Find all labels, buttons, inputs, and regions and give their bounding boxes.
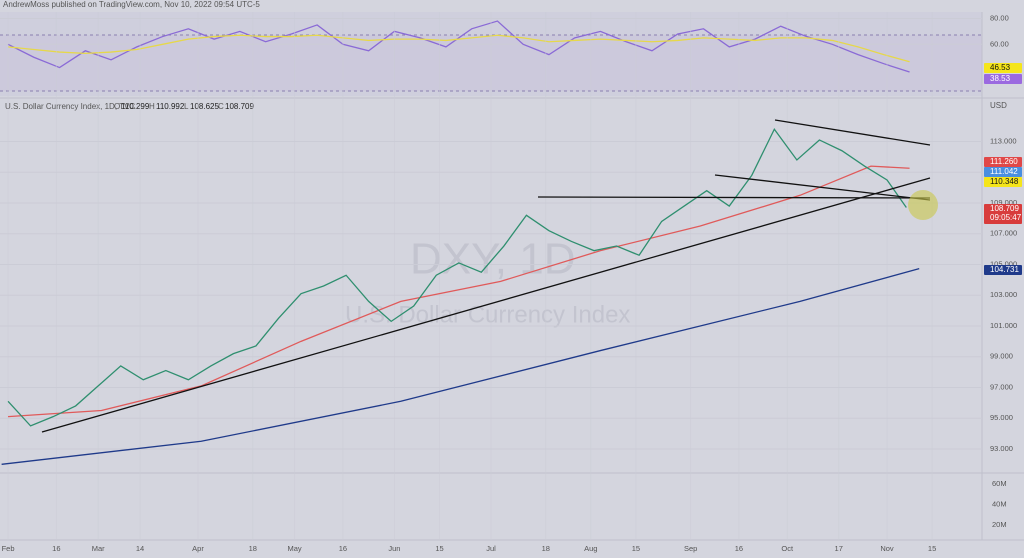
x-tick-label: 18 xyxy=(542,544,550,553)
price-label xyxy=(984,157,1022,167)
series-line xyxy=(7,127,907,427)
x-tick-label: Sep xyxy=(684,544,697,553)
x-tick-label: 16 xyxy=(52,544,60,553)
y-tick-label: 97.000 xyxy=(990,382,1013,391)
watermark-name: U.S. Dollar Currency Index xyxy=(345,301,630,328)
price-label-text: 111.042 xyxy=(990,167,1018,176)
price-label xyxy=(984,265,1022,275)
y-tick-label: 113.000 xyxy=(990,136,1017,145)
series-line xyxy=(7,34,910,63)
currency: USD xyxy=(990,101,1007,110)
x-tick-label: Aug xyxy=(584,544,597,553)
plot: 80.0060.00113.000111.000109.000107.00010… xyxy=(0,12,1017,553)
trendline xyxy=(714,174,931,201)
rsi-label-text: 46.53 xyxy=(990,63,1011,72)
ohlc-label: L xyxy=(184,102,189,111)
price-label xyxy=(984,204,1022,224)
x-tick-label: 17 xyxy=(835,544,843,553)
x-tick-label: Jul xyxy=(486,544,496,553)
y-tick-label: 99.000 xyxy=(990,352,1013,361)
y-tick-label: 93.000 xyxy=(990,444,1013,453)
x-tick-label: 14 xyxy=(136,544,144,553)
volume-tick-label: 20M xyxy=(992,520,1007,529)
rsi-label xyxy=(984,63,1022,73)
publish-info: AndrewMoss published on TradingView.com,… xyxy=(3,0,260,9)
x-tick-label: Mar xyxy=(92,544,105,553)
price-label-text: 110.348 xyxy=(990,177,1019,186)
series-line xyxy=(1,267,920,465)
ohlc-label: C xyxy=(218,102,224,111)
series-line xyxy=(8,165,910,418)
ohlc-value: 110.299 xyxy=(121,102,150,111)
rsi-label-text: 38.53 xyxy=(990,74,1011,83)
x-tick-label: 16 xyxy=(735,544,743,553)
x-tick-label: Oct xyxy=(781,544,794,553)
symbol: U.S. Dollar Currency Index, 1D, TVC xyxy=(5,102,135,111)
y-tick-label: 80.00 xyxy=(990,13,1009,22)
y-tick-label: 109.000 xyxy=(990,198,1017,207)
ohlc-value: 110.992 xyxy=(156,102,185,111)
x-tick-label: May xyxy=(288,544,302,553)
y-tick-label: 105.000 xyxy=(990,259,1017,268)
rsi-label xyxy=(984,74,1022,84)
x-tick-label: Apr xyxy=(192,544,204,553)
y-tick-label: 103.000 xyxy=(990,290,1017,299)
ohlc-value: 108.625 xyxy=(190,102,219,111)
y-tick-label: 60.00 xyxy=(990,39,1009,48)
trendlines xyxy=(41,119,931,433)
y-tick-label: 101.000 xyxy=(990,321,1017,330)
x-tick-label: 15 xyxy=(928,544,936,553)
price-label xyxy=(984,167,1022,177)
x-tick-label: Jun xyxy=(388,544,400,553)
ohlc-value: 108.709 xyxy=(225,102,254,111)
y-tick-label: 107.000 xyxy=(990,229,1017,238)
volume-tick-label: 60M xyxy=(992,479,1007,488)
x-tick-label: Nov xyxy=(880,544,894,553)
volume-axis: 60M 40M 20M xyxy=(992,479,1007,529)
ohlc-label: O xyxy=(114,102,120,111)
countdown: 09:05:47 xyxy=(990,213,1022,222)
trendline xyxy=(774,119,931,146)
price-label-text: 104.731 xyxy=(990,265,1019,274)
trendline xyxy=(537,196,931,199)
price-label-text: 111.260 xyxy=(990,157,1018,166)
x-tick-label: 16 xyxy=(339,544,347,553)
volume-tick-label: 40M xyxy=(992,499,1007,508)
x-tick-label: 15 xyxy=(435,544,443,553)
x-tick-label: Feb xyxy=(2,544,15,553)
ohlc-label: H xyxy=(149,102,155,111)
series-line xyxy=(7,20,910,73)
x-tick-label: 15 xyxy=(632,544,640,553)
trendline xyxy=(41,177,931,433)
x-tick-label: 18 xyxy=(249,544,257,553)
y-tick-label: 95.000 xyxy=(990,413,1013,422)
price-label xyxy=(984,177,1022,187)
highlight xyxy=(908,190,938,220)
price-label-text: 108.709 xyxy=(990,204,1019,213)
legend: U.S. Dollar Currency Index, 1D, TVC O 11… xyxy=(5,102,254,111)
